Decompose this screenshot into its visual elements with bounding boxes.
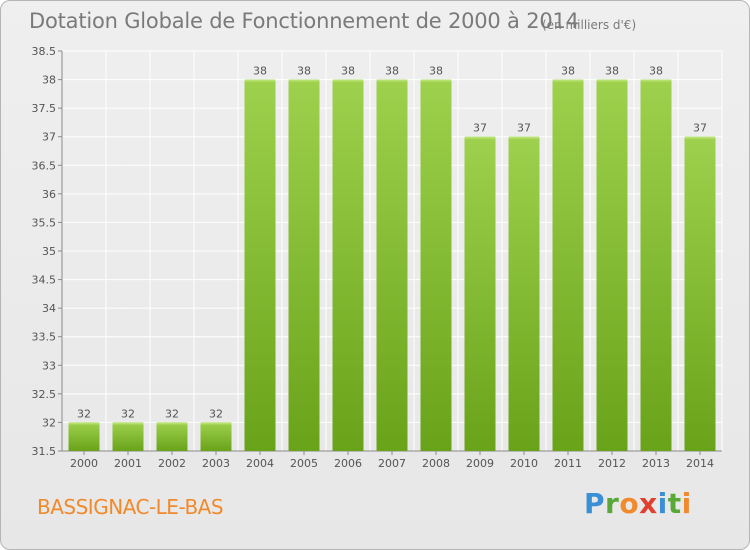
value-label: 38 — [341, 65, 355, 78]
bar-highlight — [200, 422, 232, 425]
y-tick-label: 37.5 — [32, 102, 57, 115]
bar-2008 — [420, 79, 452, 452]
x-tick-label: 2012 — [598, 457, 626, 470]
x-tick-label: 2005 — [290, 457, 318, 470]
value-label: 38 — [385, 65, 399, 78]
y-tick-label: 33.5 — [32, 331, 57, 344]
bar-highlight — [640, 79, 672, 82]
value-label: 32 — [165, 407, 179, 420]
y-tick-label: 35.5 — [32, 216, 57, 229]
value-labels: 32 32 32 32 38 38 38 38 38 37 37 38 38 38 37 — [77, 65, 707, 421]
y-tick-label: 37 — [42, 131, 56, 144]
y-tick-label: 32.5 — [32, 388, 57, 401]
y-tick-label: 38 — [42, 74, 56, 87]
bar-2007 — [376, 79, 408, 452]
x-tick-label: 2007 — [378, 457, 406, 470]
value-label: 37 — [517, 122, 531, 135]
x-tick-labels: 2000 2001 2002 2003 2004 2005 2006 2007 2008 2009… — [70, 457, 714, 470]
y-tick-label: 33 — [42, 359, 56, 372]
x-tick-label: 2002 — [158, 457, 186, 470]
value-label: 32 — [209, 407, 223, 420]
y-tick-label: 34 — [42, 302, 56, 315]
bar-highlight — [288, 79, 320, 82]
x-tick-label: 2000 — [70, 457, 98, 470]
bar-2001 — [112, 422, 144, 451]
value-label: 38 — [561, 65, 575, 78]
x-tick-label: 2003 — [202, 457, 230, 470]
bar-2006 — [332, 79, 364, 452]
y-tick-label: 31.5 — [32, 445, 57, 458]
bar-2004 — [244, 79, 276, 452]
bar-2013 — [640, 79, 672, 452]
bar-2003 — [200, 422, 232, 451]
y-tick-label: 38.5 — [32, 45, 57, 58]
x-tick-label: 2004 — [246, 457, 274, 470]
value-label: 38 — [253, 65, 267, 78]
bar-highlight — [68, 422, 100, 425]
x-tick-label: 2010 — [510, 457, 538, 470]
bar-2010 — [508, 136, 540, 451]
bar-highlight — [596, 79, 628, 82]
bar-2005 — [288, 79, 320, 452]
bar-2014 — [684, 136, 716, 451]
bars — [68, 79, 716, 452]
value-label: 38 — [605, 65, 619, 78]
chart-title: Dotation Globale de Fonctionnement de 20… — [29, 9, 579, 33]
y-tick-label: 34.5 — [32, 274, 57, 287]
y-tick-label: 35 — [42, 245, 56, 258]
bar-2002 — [156, 422, 188, 451]
bar-2009 — [464, 136, 496, 451]
bar-highlight — [376, 79, 408, 82]
value-label: 38 — [297, 65, 311, 78]
y-tick-label: 32 — [42, 416, 56, 429]
bar-highlight — [156, 422, 188, 425]
proxiti-logo: Proxiti — [584, 487, 692, 520]
x-tick-label: 2009 — [466, 457, 494, 470]
bar-highlight — [684, 136, 716, 139]
x-tick-label: 2008 — [422, 457, 450, 470]
value-label: 32 — [77, 407, 91, 420]
value-label: 37 — [473, 122, 487, 135]
x-tick-label: 2014 — [686, 457, 714, 470]
bar-highlight — [508, 136, 540, 139]
y-tick-label: 36 — [42, 188, 56, 201]
chart-subtitle: (en milliers d'€) — [542, 18, 637, 32]
bar-highlight — [552, 79, 584, 82]
x-tick-label: 2006 — [334, 457, 362, 470]
value-label: 37 — [693, 122, 707, 135]
value-label: 38 — [649, 65, 663, 78]
bar-highlight — [464, 136, 496, 139]
value-label: 38 — [429, 65, 443, 78]
bar-2012 — [596, 79, 628, 452]
y-tick-labels: 31.5 32 32.5 33 33.5 34 34.5 35 35.5 36 36.5 37 37.5… — [32, 45, 57, 458]
commune-name: BASSIGNAC-LE-BAS — [37, 495, 224, 519]
x-tick-label: 2001 — [114, 457, 142, 470]
bar-2000 — [68, 422, 100, 451]
bar-highlight — [332, 79, 364, 82]
bar-highlight — [112, 422, 144, 425]
y-tick-label: 36.5 — [32, 159, 57, 172]
x-tick-label: 2011 — [554, 457, 582, 470]
value-label: 32 — [121, 407, 135, 420]
bar-2011 — [552, 79, 584, 452]
bar-highlight — [420, 79, 452, 82]
x-tick-label: 2013 — [642, 457, 670, 470]
bar-highlight — [244, 79, 276, 82]
